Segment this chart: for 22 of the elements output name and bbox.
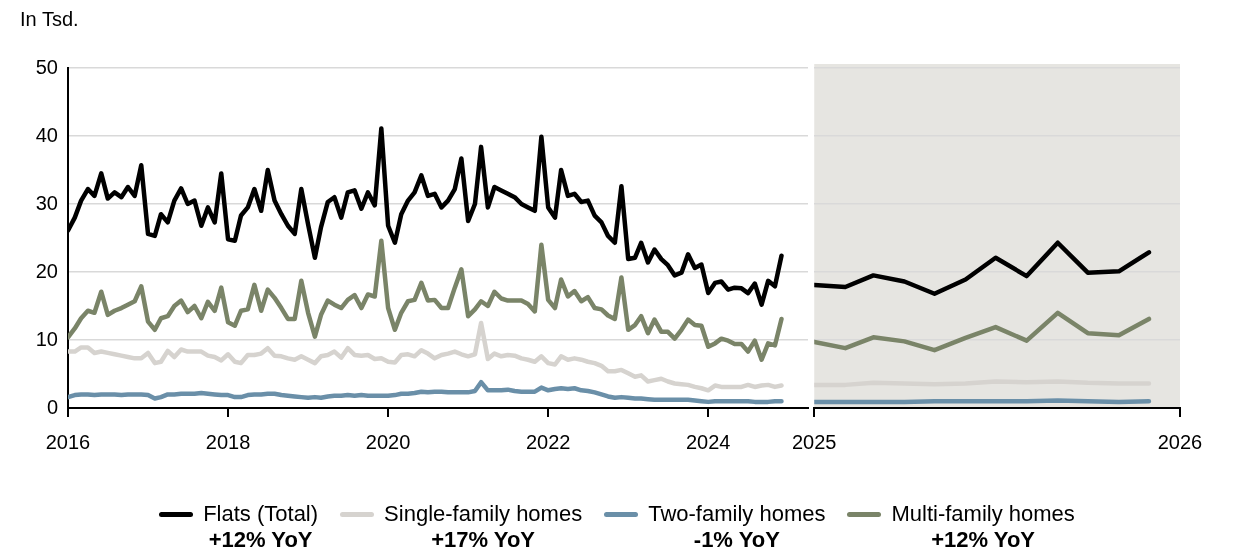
text: +12% YoY [931,527,1036,553]
x-tick-label: 2022 [525,430,571,453]
x-tick-label: 2020 [365,430,411,453]
legend-label: Multi-family homes [891,501,1075,527]
text: +17% YoY [431,527,535,553]
text: -1% YoY [693,527,780,553]
y-tick-label: 50 [35,55,58,78]
legend-label: Flats (Total) [203,501,319,527]
y-axis-title: In Tsd. [20,7,79,30]
x-tick-label: 2018 [205,430,251,453]
y-tick-label: 0 [46,395,58,418]
y-tick-label: 30 [35,191,58,214]
text: +12% YoY [208,527,313,553]
y-tick-label: 40 [35,123,58,146]
legend-label: Single-family homes [384,501,583,527]
x-tick-label: 2026 [1157,430,1203,453]
x-tick-label: 2016 [45,430,91,453]
y-tick-label: 10 [35,327,58,350]
x-tick-label: 2025 [792,430,837,453]
x-tick-label: 2024 [685,430,731,453]
legend-label: Two-family homes [648,501,826,527]
y-tick-label: 20 [35,259,58,282]
